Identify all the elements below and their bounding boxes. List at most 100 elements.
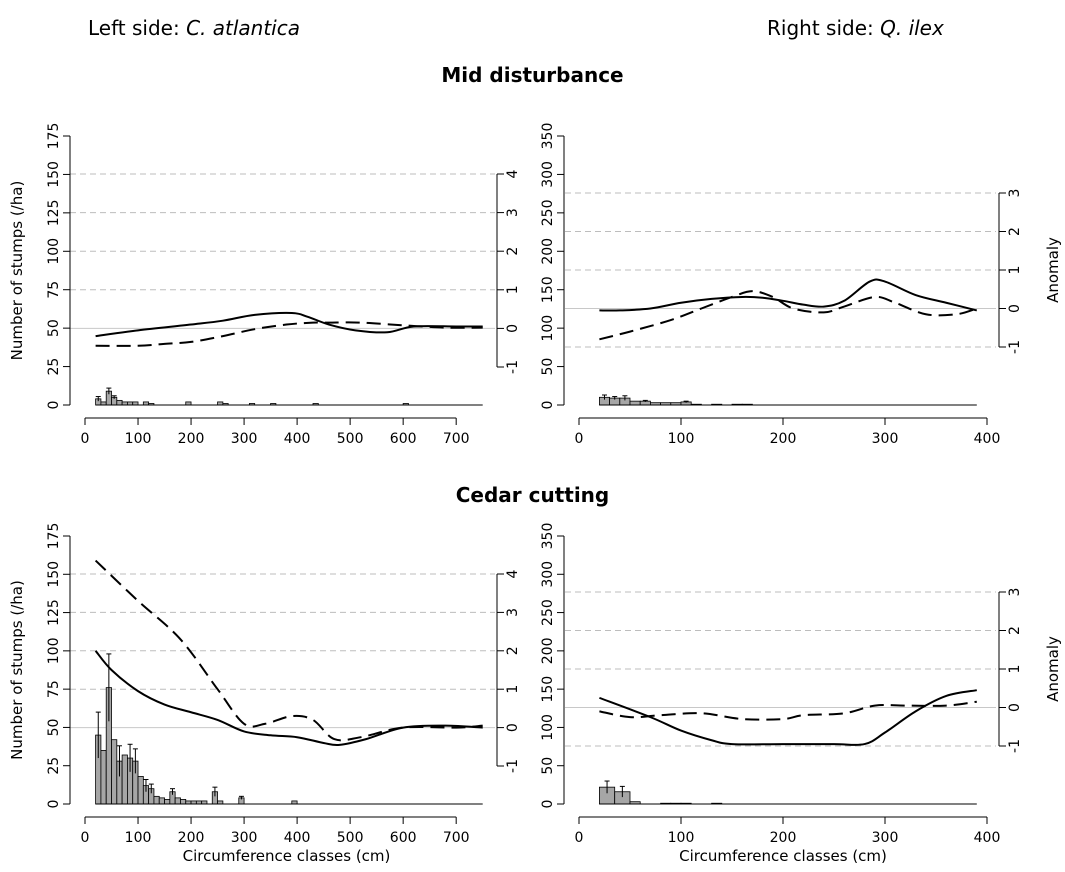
anomaly-line-dashed [599, 290, 978, 341]
anomaly-tick-label: 2 [1007, 626, 1023, 635]
x-tick-label: 100 [668, 830, 695, 846]
histogram-bar [158, 797, 165, 805]
anomaly-tick-label: 4 [505, 569, 521, 578]
x-axis-title: Circumference classes (cm) [679, 847, 887, 865]
anomaly-tick-label: 0 [1007, 304, 1023, 313]
x-tick-label: 400 [284, 431, 311, 447]
anomaly-tick-label: 3 [505, 608, 521, 617]
x-tick-label: 400 [284, 830, 311, 846]
histogram-bar [174, 797, 181, 805]
right-side-label: Right side: Q. ilex [767, 16, 944, 40]
anomaly-line-solid [94, 650, 483, 747]
anomaly-tick-label: 0 [505, 324, 521, 333]
x-tick-label: 600 [390, 431, 417, 447]
anomaly-tick-label: 3 [1007, 189, 1023, 198]
x-tick-label: 0 [81, 431, 90, 447]
anomaly-tick-label: -1 [505, 759, 521, 773]
x-tick-label: 100 [125, 830, 152, 846]
y-tick-label: 0 [540, 800, 556, 809]
x-axis-title: Circumference classes (cm) [183, 847, 391, 865]
x-tick-label: 100 [125, 431, 152, 447]
y-tick-label: 50 [46, 719, 62, 737]
x-tick-label: 700 [443, 431, 470, 447]
histogram-bar [180, 799, 187, 805]
anomaly-tick-label: 2 [505, 247, 521, 256]
y-tick-label: 350 [540, 123, 556, 150]
anomaly-tick-label: 0 [505, 723, 521, 732]
x-tick-label: 300 [231, 830, 258, 846]
y-tick-label: 100 [540, 315, 556, 342]
left-side-label: Left side: C. atlantica [88, 16, 300, 40]
y-tick-label: 175 [46, 523, 62, 550]
anomaly-tick-label: 4 [505, 169, 521, 178]
y-tick-label: 100 [46, 637, 62, 664]
x-tick-label: 0 [575, 431, 584, 447]
y-tick-label: 250 [540, 599, 556, 626]
y-tick-label: 125 [46, 599, 62, 626]
x-tick-label: 700 [443, 830, 470, 846]
y-tick-label: 175 [46, 123, 62, 150]
histogram-bar [137, 776, 144, 805]
anomaly-tick-label: 3 [1007, 588, 1023, 597]
y-tick-label: 100 [46, 238, 62, 265]
y-tick-label: 50 [540, 757, 556, 775]
right-side-prefix: Right side: [767, 16, 881, 40]
x-tick-label: 300 [231, 431, 258, 447]
anomaly-axis-title: Anomaly [1044, 636, 1062, 702]
y-tick-label: 150 [46, 161, 62, 188]
y-tick-label: 0 [540, 401, 556, 410]
x-tick-label: 400 [974, 431, 1001, 447]
x-tick-label: 200 [770, 431, 797, 447]
histogram-bar [121, 754, 128, 805]
anomaly-tick-label: 1 [1007, 665, 1023, 674]
left-side-species: C. atlantica [186, 16, 300, 40]
x-tick-label: 300 [872, 431, 899, 447]
anomaly-tick-label: 2 [1007, 227, 1023, 236]
histogram-bar [111, 739, 118, 805]
y-axis-title: Number of stumps (/ha) [8, 181, 26, 361]
x-tick-label: 300 [872, 830, 899, 846]
y-tick-label: 75 [46, 281, 62, 299]
y-tick-label: 50 [46, 319, 62, 337]
anomaly-axis-title: Anomaly [1044, 237, 1062, 303]
chart-cut-right: 0 50 100 150 200 250 300 350 0 100 200 300 400 Circum… [540, 523, 1062, 865]
anomaly-tick-label: 3 [505, 208, 521, 217]
anomaly-line-dashed [599, 700, 977, 721]
y-tick-label: 0 [46, 800, 62, 809]
y-tick-label: 25 [46, 757, 62, 775]
x-tick-label: 0 [575, 830, 584, 846]
panel-title-cedar-cutting: Cedar cutting [455, 483, 610, 507]
y-tick-label: 250 [540, 199, 556, 226]
x-tick-label: 600 [390, 830, 417, 846]
histogram-bar [100, 750, 107, 805]
y-tick-label: 125 [46, 199, 62, 226]
x-tick-label: 200 [178, 830, 205, 846]
x-tick-label: 200 [178, 431, 205, 447]
x-tick-label: 500 [337, 830, 364, 846]
y-tick-label: 75 [46, 680, 62, 698]
anomaly-tick-label: 1 [505, 685, 521, 694]
anomaly-tick-label: 2 [505, 646, 521, 655]
y-tick-label: 350 [540, 523, 556, 550]
anomaly-tick-label: 1 [1007, 266, 1023, 275]
y-tick-label: 150 [540, 676, 556, 703]
y-tick-label: 150 [46, 561, 62, 588]
y-tick-label: 300 [540, 161, 556, 188]
chart-mid-right: 0 50 100 150 200 250 300 350 0 100 200 300 400 -1 0 1 2 3… [540, 123, 1062, 447]
left-side-prefix: Left side: [88, 16, 187, 40]
y-tick-label: 100 [540, 714, 556, 741]
anomaly-line-solid [599, 278, 978, 312]
anomaly-tick-label: 1 [505, 285, 521, 294]
x-tick-label: 500 [337, 431, 364, 447]
anomaly-tick-label: -1 [505, 360, 521, 374]
y-tick-label: 300 [540, 561, 556, 588]
panel-title-mid-disturbance: Mid disturbance [441, 63, 624, 87]
y-tick-label: 50 [540, 358, 556, 376]
y-tick-label: 150 [540, 276, 556, 303]
x-tick-label: 0 [81, 830, 90, 846]
histogram-bar [153, 795, 160, 805]
histogram-bar [116, 399, 123, 406]
